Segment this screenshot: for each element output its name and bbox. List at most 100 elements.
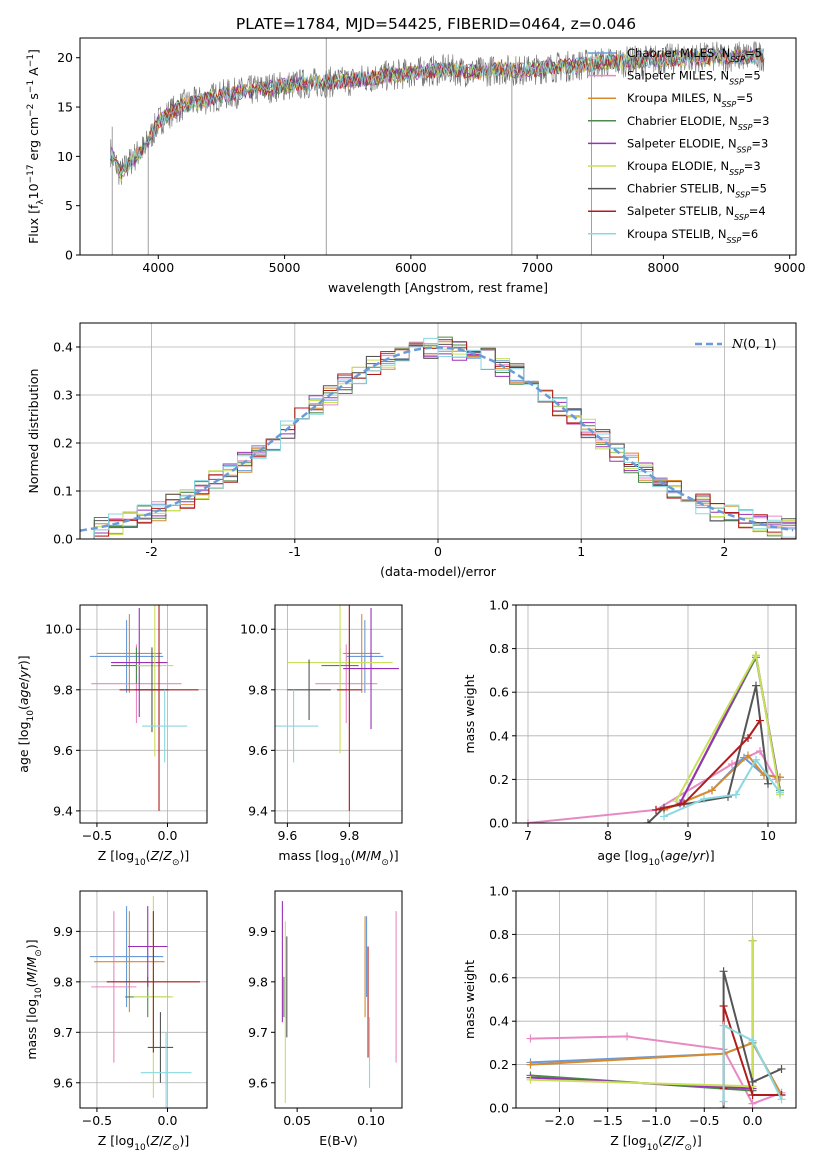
- label-part: (: [146, 848, 151, 863]
- mass-weight-marker: [776, 788, 784, 797]
- x-tick-label: −1.5: [593, 1113, 623, 1128]
- x-tick-label: −0.5: [82, 1113, 112, 1128]
- label-part: ⊙: [172, 858, 180, 868]
- panel-mass-vs-Z: −0.5 0.09.69.79.89.9Z [log10(Z/Z⊙)]mass […: [24, 890, 208, 1153]
- label-part: M: [371, 848, 382, 863]
- legend-text: Kroupa STELIB, N: [627, 227, 727, 241]
- legend-sub: SSP: [730, 55, 745, 64]
- y-tick-label: 0.4: [53, 340, 73, 355]
- y-tick-label: 9.7: [248, 1025, 268, 1040]
- label-part: Z: [150, 1133, 160, 1148]
- y-tick-label: 20: [57, 50, 73, 65]
- axes-frame: [79, 604, 208, 824]
- y-tick-label: 9.8: [53, 974, 73, 989]
- y-axis-label: Flux [fλ10−17 erg cm−2 s−1 A−1]: [26, 49, 46, 244]
- legend-text: (0, 1): [743, 336, 777, 351]
- y-tick-label: 9.6: [53, 743, 73, 758]
- axes-frame: [79, 37, 797, 256]
- x-tick-label: 2: [720, 544, 728, 559]
- label-part: A: [26, 67, 41, 80]
- x-tick-label: 5000: [269, 260, 301, 275]
- label-part: )]: [179, 1133, 189, 1148]
- y-tick-label: 10: [57, 149, 73, 164]
- x-tick-label: 0.10: [357, 1113, 385, 1128]
- mass-weight-line: [647, 685, 769, 823]
- mass-weight-line: [663, 757, 781, 818]
- y-axis-label: mass weight: [462, 674, 477, 753]
- plot-area: [524, 651, 784, 823]
- y-tick-label: 9.8: [248, 974, 268, 989]
- y-tick-label: 0.3: [53, 388, 73, 403]
- legend-label: Salpeter ELODIE, NSSP=3: [627, 136, 768, 154]
- legend-text: =5: [736, 91, 753, 105]
- model-fit-line: [109, 48, 764, 174]
- legend-sub: SSP: [737, 145, 752, 154]
- label-part: /: [24, 967, 39, 972]
- mass-weight-marker: [777, 1064, 786, 1073]
- x-tick-label: −0.5: [82, 828, 112, 843]
- mass-weight-line: [679, 651, 781, 804]
- mass-weight-line: [530, 940, 754, 1090]
- x-tick-label: 9.8: [339, 828, 359, 843]
- y-axis-label: mass weight: [462, 960, 477, 1039]
- y-tick-label: 0.4: [489, 1014, 509, 1029]
- x-tick-label: −1.0: [641, 1113, 671, 1128]
- label-part: )]: [705, 848, 715, 863]
- label-part: (: [351, 848, 356, 863]
- panel-spectrum: 4000 5000 6000 7000 8000 9000 0 5 10 15 20 Chabrier…: [26, 37, 806, 295]
- label-part: −1: [26, 80, 36, 93]
- x-tick-label: 9000: [774, 260, 806, 275]
- label-part: (: [658, 1133, 663, 1148]
- mass-weight-marker: [748, 1077, 757, 1086]
- x-axis-label: age [log10(age/yr)]: [597, 848, 714, 868]
- y-tick-label: 1.0: [489, 598, 509, 613]
- model-fit-line: [109, 49, 764, 183]
- plot-area: [80, 336, 796, 539]
- legend-text: Kroupa MILES, N: [627, 91, 722, 105]
- label-part: 10: [134, 858, 146, 868]
- y-tick-label: 0.6: [489, 970, 509, 985]
- label-part: M: [356, 848, 367, 863]
- y-tick-label: 9.6: [53, 1075, 73, 1090]
- x-axis-label: (data-model)/error: [380, 564, 497, 579]
- label-part: /: [366, 848, 371, 863]
- model-fit-line: [109, 47, 764, 175]
- x-axis-label: Z [log10(Z/Z⊙)]: [610, 1133, 702, 1153]
- legend-sub: SSP: [738, 122, 753, 131]
- mass-weight-marker: [719, 1002, 728, 1011]
- axes-frame: [274, 604, 403, 824]
- label-part: /: [688, 848, 693, 863]
- legend-label: N(0, 1): [731, 336, 777, 351]
- label-part: Z: [675, 1133, 685, 1148]
- mass-weight-marker: [752, 651, 760, 660]
- label-part: Z [log: [98, 848, 134, 863]
- legend-text: Chabrier STELIB, N: [627, 182, 735, 196]
- y-tick-label: 0.0: [53, 532, 73, 547]
- normal-curve: [80, 346, 794, 532]
- legend-text: Salpeter MILES, N: [627, 69, 729, 83]
- label-part: mass [log: [278, 848, 339, 863]
- label-part: 10: [26, 183, 41, 199]
- label-part: /: [159, 848, 164, 863]
- label-part: (data-model)/error: [380, 564, 497, 579]
- legend-label: Kroupa MILES, NSSP=5: [627, 91, 753, 109]
- x-tick-label: 7000: [521, 260, 553, 275]
- label-part: ⊙: [684, 1143, 692, 1153]
- y-tick-label: 0.2: [53, 436, 73, 451]
- label-part: )]: [16, 655, 31, 665]
- y-tick-label: 9.6: [248, 743, 268, 758]
- y-tick-label: 9.6: [248, 1075, 268, 1090]
- legend-label: Kroupa STELIB, NSSP=6: [627, 227, 758, 245]
- label-part: )]: [389, 848, 399, 863]
- legend-label: Chabrier MILES, NSSP=5: [627, 46, 762, 64]
- y-tick-label: 0: [65, 248, 73, 263]
- label-part: 10: [34, 987, 44, 999]
- label-part: wavelength [Angstrom, rest frame]: [328, 280, 548, 295]
- y-tick-label: 0.2: [489, 1057, 509, 1072]
- label-part: yr: [691, 848, 705, 863]
- legend-text: N: [731, 336, 744, 351]
- panel-age-vs-Z: −0.5 0.09.49.69.810.0Z [log10(Z/Z⊙)]age […: [16, 604, 208, 868]
- panel-mass-vs-EBV: 0.05 0.10 9.6 9.7 9.8 9.9 E(B-V): [248, 890, 403, 1148]
